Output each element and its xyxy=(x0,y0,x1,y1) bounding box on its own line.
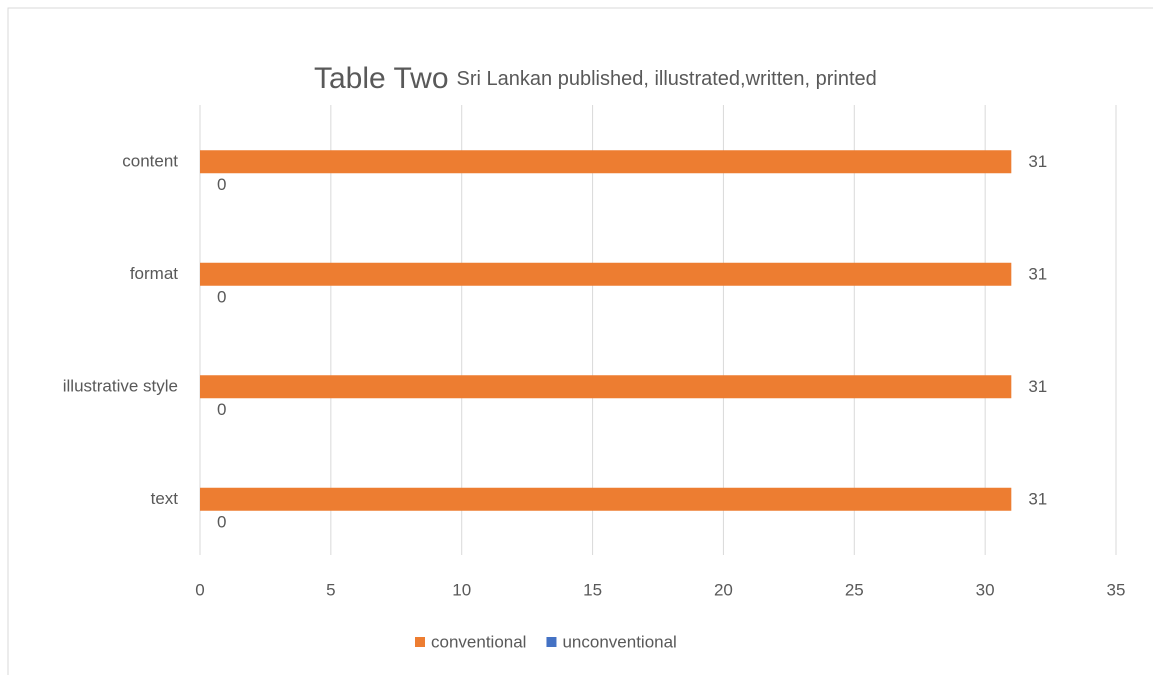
y-tick-label: content xyxy=(122,152,178,171)
x-tick-label: 10 xyxy=(452,580,471,599)
subtitle: Sri Lankan published, illustrated,writte… xyxy=(457,68,877,90)
x-tick-label: 0 xyxy=(195,580,204,599)
bar xyxy=(200,487,1012,511)
x-tick-label: 20 xyxy=(714,580,733,599)
bar xyxy=(200,262,1012,286)
chart-frame xyxy=(7,7,1153,675)
legend-swatch xyxy=(415,637,425,647)
bar xyxy=(200,375,1012,399)
data-label: 31 xyxy=(1028,490,1047,509)
x-tick-label: 35 xyxy=(1107,580,1126,599)
x-tick-label: 5 xyxy=(326,580,335,599)
data-label: 0 xyxy=(217,288,226,307)
y-tick-label: illustrative style xyxy=(63,377,178,396)
x-tick-label: 25 xyxy=(845,580,864,599)
title: Table Two xyxy=(314,62,449,95)
data-label: 0 xyxy=(217,175,226,194)
data-label: 0 xyxy=(217,400,226,419)
data-label: 0 xyxy=(217,513,226,532)
data-label: 31 xyxy=(1028,265,1047,284)
data-label: 31 xyxy=(1028,377,1047,396)
x-tick-label: 15 xyxy=(583,580,602,599)
y-tick-label: text xyxy=(151,489,179,508)
legend-label: conventional xyxy=(431,632,526,651)
x-tick-label: 30 xyxy=(976,580,995,599)
bar xyxy=(200,150,1012,174)
chart-title: Table Two Sri Lankan published, illustrat… xyxy=(314,62,877,95)
data-label: 31 xyxy=(1028,152,1047,171)
legend-swatch xyxy=(546,637,557,647)
legend-label: unconventional xyxy=(562,632,676,651)
y-tick-label: format xyxy=(130,264,178,283)
